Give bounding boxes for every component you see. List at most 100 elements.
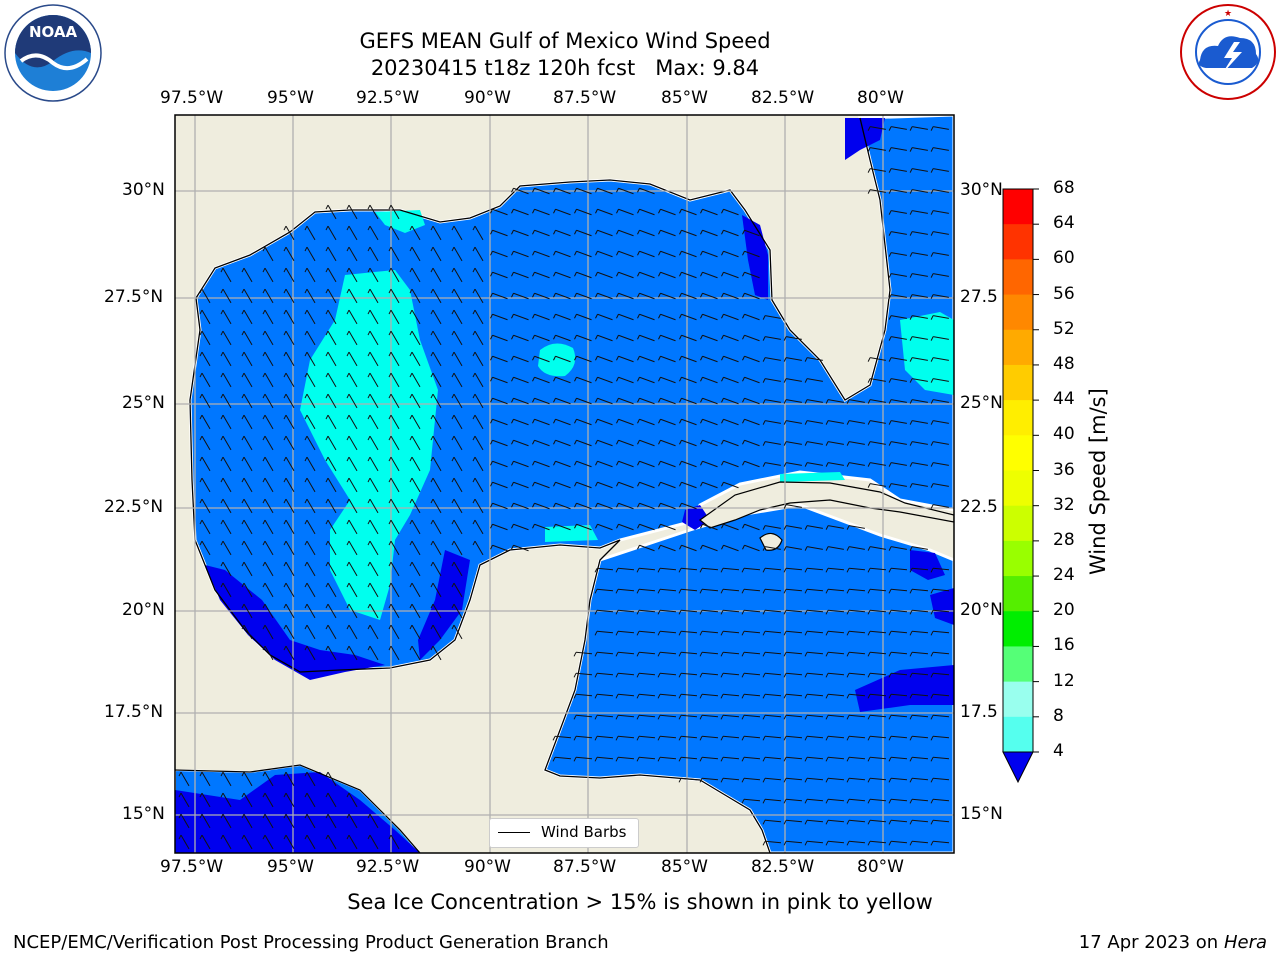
wind-barb (701, 777, 719, 781)
wind-barb (180, 813, 190, 829)
wind-barb (785, 693, 803, 697)
jamaica-island (759, 532, 783, 551)
wind-barb (596, 735, 614, 739)
wind-barb-flag (846, 694, 850, 699)
wind-barb-flag (825, 841, 829, 846)
wind-barb-flag (783, 378, 787, 383)
wind-barb (848, 840, 866, 844)
wind-barb-flag (346, 624, 350, 630)
wind-barb (348, 792, 358, 808)
wind-barb (432, 456, 442, 472)
wind-barb (555, 250, 571, 258)
wind-barb-flag (511, 230, 514, 235)
wind-barb-flag (325, 204, 329, 210)
wind-barb-flag (325, 456, 329, 462)
wind-barb-flag (888, 126, 892, 131)
wind-barb (722, 630, 740, 634)
wind-barb-flag (721, 314, 724, 319)
wind-barb (243, 393, 253, 409)
wind-barb-flag (595, 230, 598, 235)
wind-barb-flag (615, 631, 619, 636)
wind-barb (828, 525, 844, 529)
wind-barb (243, 540, 253, 556)
wind-barb (723, 544, 739, 552)
wind-barb-flag (367, 645, 371, 651)
wind-barb (891, 420, 907, 424)
wind-barb-flag (930, 462, 934, 467)
wind-barb (660, 544, 676, 552)
wind-barb (243, 582, 253, 598)
wind-barb (306, 645, 316, 661)
wind-barb (618, 334, 634, 342)
wind-barb-flag (490, 251, 493, 256)
wind-barb (243, 456, 253, 472)
wind-barb (828, 441, 844, 445)
wind-barb (474, 498, 484, 514)
wind-barb-flag (678, 568, 682, 573)
wind-barb-flag (595, 419, 598, 424)
wind-barb (534, 523, 550, 531)
wind-barb-flag (616, 293, 619, 298)
wind-barb-flag (636, 568, 640, 573)
lat-label-right: 25°N (960, 393, 1003, 413)
wind-barb (243, 519, 253, 535)
wind-barb-flag (909, 715, 913, 720)
wind-barb-flag (909, 610, 913, 615)
wind-barb-flag (262, 834, 266, 840)
wind-barb-flag (178, 813, 182, 819)
wind-barb (492, 481, 508, 489)
wind-barb (701, 588, 719, 592)
wind-barb-flag (262, 813, 266, 819)
wind-barb-flag (699, 589, 703, 594)
wind-barb-flag (595, 314, 598, 319)
wind-barb (222, 477, 232, 493)
wind-barb-flag (178, 771, 182, 777)
wind-barb-flag (199, 330, 203, 336)
wind-barb (201, 330, 211, 346)
wind-barb-flag (657, 631, 661, 636)
wind-barb (306, 792, 316, 808)
wind-barb (890, 630, 908, 634)
wind-barb-flag (721, 398, 724, 403)
wind-barb-flag (574, 482, 577, 487)
wind-barb-flag (220, 477, 224, 483)
wind-barb (306, 771, 316, 787)
wind-barb-flag (930, 378, 934, 383)
wind-barb-flag (241, 834, 245, 840)
wind-barb-flag (451, 393, 455, 399)
wind-barb (555, 523, 571, 531)
wind-barb-flag (451, 519, 455, 525)
wind-barb (702, 250, 718, 258)
wind-barb-flag (346, 456, 350, 462)
wind-barb (890, 735, 908, 739)
wind-barb-flag (451, 288, 455, 294)
wind-barb-flag (367, 435, 371, 441)
wind-barb-flag (721, 272, 724, 277)
wind-barb-flag (430, 414, 434, 420)
wind-barb-flag (846, 757, 850, 762)
wind-barb (869, 735, 887, 739)
wind-barb-flag (637, 545, 640, 550)
wind-barb (890, 651, 908, 655)
wind-barb (513, 544, 529, 552)
wind-barb (453, 246, 463, 262)
wind-barb (891, 189, 907, 193)
lon-label-bottom: 90°W (464, 857, 511, 877)
wind-barb (243, 834, 253, 850)
wind-barb-flag (388, 498, 392, 504)
wind-barb-flag (867, 357, 871, 362)
wind-barb (702, 397, 718, 405)
wind-barb (638, 714, 656, 718)
wind-barb (660, 313, 676, 321)
wind-barb (201, 372, 211, 388)
wind-barb-flag (325, 771, 329, 777)
wind-barb-flag (742, 230, 745, 235)
wind-barb-flag (616, 461, 619, 466)
wind-barb (765, 546, 781, 550)
lat-label-left: 17.5°N (104, 702, 164, 722)
colorbar-tick-label: 40 (1053, 424, 1075, 445)
wind-barb (327, 225, 337, 241)
wind-barb (222, 414, 232, 430)
colorbar-extend-arrow (1002, 751, 1034, 784)
wind-barb-flag (220, 519, 224, 525)
